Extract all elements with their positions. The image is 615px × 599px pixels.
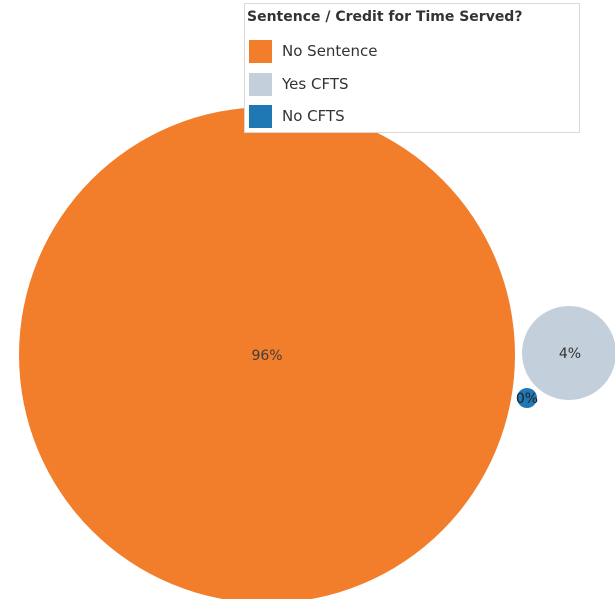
legend-swatch-yes-cfts [249, 72, 272, 96]
legend-title: Sentence / Credit for Time Served? [247, 9, 523, 25]
legend-label-yes-cfts: Yes CFTS [282, 75, 349, 93]
bubble-yes-cfts[interactable] [522, 306, 615, 400]
bubble-no-sentence[interactable] [19, 107, 515, 599]
bubble-label-yes-cfts: 4% [559, 346, 581, 362]
legend-label-no-cfts: No CFTS [282, 107, 345, 125]
legend: Sentence / Credit for Time Served? No Se… [244, 3, 580, 133]
bubble-label-no-sentence: 96% [251, 348, 282, 364]
legend-item-no-cfts[interactable]: No CFTS [249, 104, 345, 128]
legend-item-yes-cfts[interactable]: Yes CFTS [249, 72, 349, 96]
legend-label-no-sentence: No Sentence [282, 42, 378, 60]
legend-swatch-no-cfts [249, 104, 272, 128]
legend-item-no-sentence[interactable]: No Sentence [249, 39, 378, 63]
bubble-label-no-cfts: 0% [516, 391, 538, 407]
bubble-no-cfts[interactable] [517, 388, 537, 408]
legend-swatch-no-sentence [249, 39, 272, 63]
